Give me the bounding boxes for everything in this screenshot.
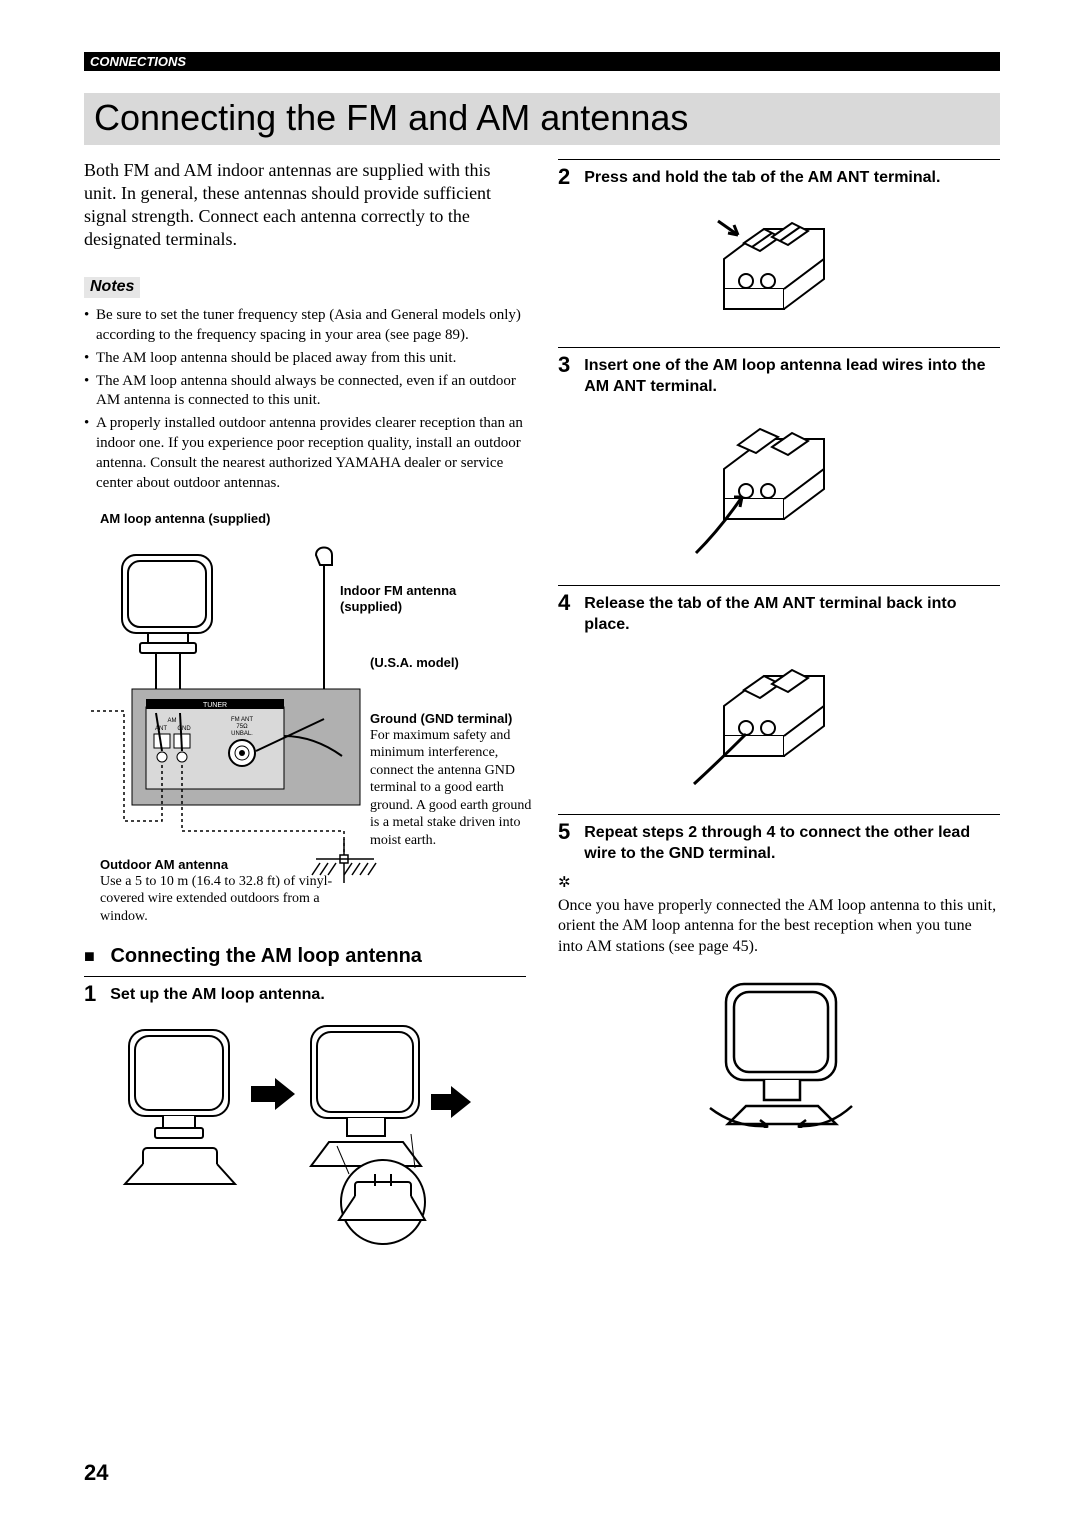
step-title: Press and hold the tab of the AM ANT ter… [584, 166, 940, 189]
step-title: Set up the AM loop antenna. [110, 983, 325, 1006]
gnd-block: Ground (GND terminal) For maximum safety… [370, 711, 540, 849]
step5-illustration [684, 968, 874, 1128]
note-item: Be sure to set the tuner frequency step … [84, 306, 526, 346]
tip-text: Once you have properly connected the AM … [558, 896, 1000, 958]
intro-text: Both FM and AM indoor antennas are suppl… [84, 159, 526, 251]
antenna-diagram: AM loop antenna (supplied) [84, 511, 526, 921]
step3-illustration [684, 407, 874, 567]
step-5: 5 Repeat steps 2 through 4 to connect th… [558, 814, 1000, 1128]
left-column: Both FM and AM indoor antennas are suppl… [84, 159, 526, 1264]
step-2: 2 Press and hold the tab of the AM ANT t… [558, 159, 1000, 329]
fm-label: Indoor FM antenna (supplied) [340, 583, 510, 614]
svg-text:ANT: ANT [155, 726, 167, 732]
note-item: The AM loop antenna should be placed awa… [84, 349, 526, 369]
step-number: 3 [558, 354, 570, 376]
svg-text:TUNER: TUNER [203, 702, 227, 709]
outdoor-title: Outdoor AM antenna [100, 857, 350, 873]
page-title: Connecting the FM and AM antennas [84, 93, 1000, 145]
svg-text:FM ANT: FM ANT [231, 717, 253, 723]
step-4: 4 Release the tab of the AM ANT terminal… [558, 585, 1000, 796]
step-title: Insert one of the AM loop antenna lead w… [584, 354, 1000, 398]
page-number: 24 [84, 1460, 108, 1486]
subheading: Connecting the AM loop antenna [84, 945, 526, 968]
gnd-title: Ground (GND terminal) [370, 711, 540, 727]
note-item: The AM loop antenna should always be con… [84, 372, 526, 412]
step-title: Repeat steps 2 through 4 to connect the … [584, 821, 1000, 865]
model-label: (U.S.A. model) [370, 655, 520, 671]
step-1: 1 Set up the AM loop antenna. [84, 976, 526, 1246]
svg-text:AM: AM [168, 718, 177, 724]
step-title: Release the tab of the AM ANT terminal b… [584, 592, 1000, 636]
step-number: 2 [558, 166, 570, 188]
svg-text:75Ω: 75Ω [236, 724, 248, 730]
step-3: 3 Insert one of the AM loop antenna lead… [558, 347, 1000, 568]
section-header: CONNECTIONS [84, 52, 1000, 71]
outdoor-text: Use a 5 to 10 m (16.4 to 32.8 ft) of vin… [100, 873, 350, 926]
step-number: 5 [558, 821, 570, 843]
svg-text:UNBAL.: UNBAL. [231, 731, 253, 737]
gnd-text: For maximum safety and minimum interfere… [370, 727, 540, 850]
outdoor-block: Outdoor AM antenna Use a 5 to 10 m (16.4… [100, 857, 350, 925]
tip-icon: ✲ [558, 873, 1000, 892]
svg-text:GND: GND [177, 726, 191, 732]
note-item: A properly installed outdoor antenna pro… [84, 414, 526, 493]
step4-illustration [684, 646, 874, 796]
notes-label: Notes [84, 277, 140, 298]
right-column: 2 Press and hold the tab of the AM ANT t… [558, 159, 1000, 1264]
notes-list: Be sure to set the tuner frequency step … [84, 306, 526, 493]
step1-illustration [115, 1016, 495, 1246]
step-number: 1 [84, 983, 96, 1005]
step-number: 4 [558, 592, 570, 614]
step2-illustration [694, 199, 864, 329]
